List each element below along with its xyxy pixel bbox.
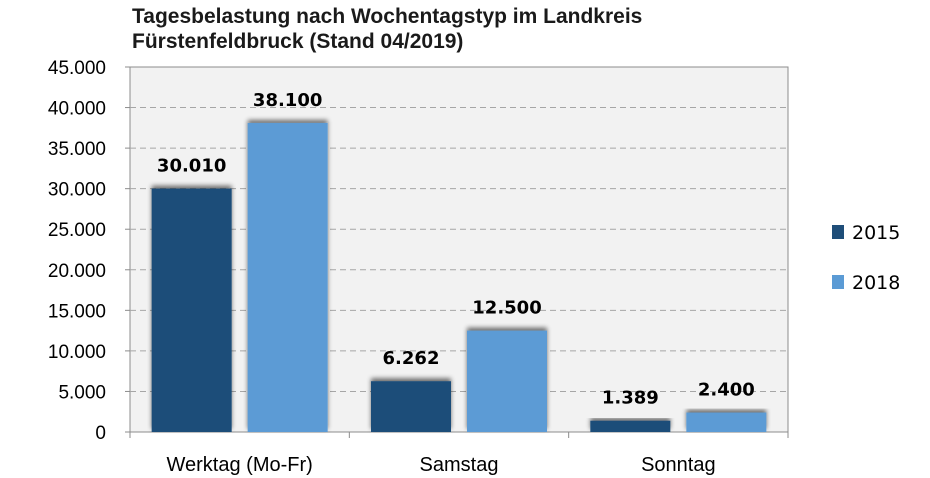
plot-area	[129, 66, 789, 433]
y-tick-label: 40.000	[48, 99, 106, 120]
x-axis: Werktag (Mo-Fr) Samstag Sonntag	[129, 432, 789, 476]
x-category-label: Werktag (Mo-Fr)	[167, 454, 313, 476]
chart-title-line2: Fürstenfeldbruck (Stand 04/2019)	[132, 30, 464, 53]
y-tick-label: 35.000	[48, 139, 106, 160]
bar	[371, 381, 451, 432]
data-label: 38.100	[253, 90, 322, 111]
bar	[151, 188, 232, 432]
y-tick-label: 25.000	[48, 220, 106, 241]
legend: 2015 2018	[832, 222, 900, 294]
y-tick-label: 20.000	[48, 261, 106, 282]
data-label: 6.262	[383, 348, 440, 369]
y-tick-label: 30.000	[48, 180, 106, 201]
bar	[467, 330, 547, 432]
x-category-label: Samstag	[420, 454, 499, 476]
y-tick-label: 45.000	[48, 58, 106, 79]
chart-title-line1: Tagesbelastung nach Wochentagstyp im Lan…	[132, 5, 643, 28]
bar	[247, 122, 328, 432]
legend-label: 2015	[852, 222, 900, 244]
data-label: 12.500	[472, 298, 541, 319]
y-tick-label: 10.000	[48, 342, 106, 363]
data-label: 30.010	[157, 156, 226, 177]
bar	[686, 412, 767, 432]
bar	[590, 420, 671, 432]
legend-swatch	[832, 275, 844, 289]
x-category-label: Sonntag	[641, 454, 716, 476]
y-tick-label: 0	[95, 423, 106, 444]
data-label: 1.389	[602, 388, 659, 409]
data-label: 2.400	[698, 380, 755, 401]
chart-title: Tagesbelastung nach Wochentagstyp im Lan…	[132, 4, 832, 54]
y-tick-label: 15.000	[48, 301, 106, 322]
bars: 30.010 38.100 6.262 12.500 1.389 2.400	[151, 90, 767, 432]
legend-label: 2018	[852, 272, 900, 294]
y-axis: 0 5.000 10.000 15.000 20.000 25.000 30.000 35.0…	[48, 58, 130, 444]
y-tick-label: 5.000	[58, 382, 106, 403]
legend-swatch	[832, 225, 844, 239]
